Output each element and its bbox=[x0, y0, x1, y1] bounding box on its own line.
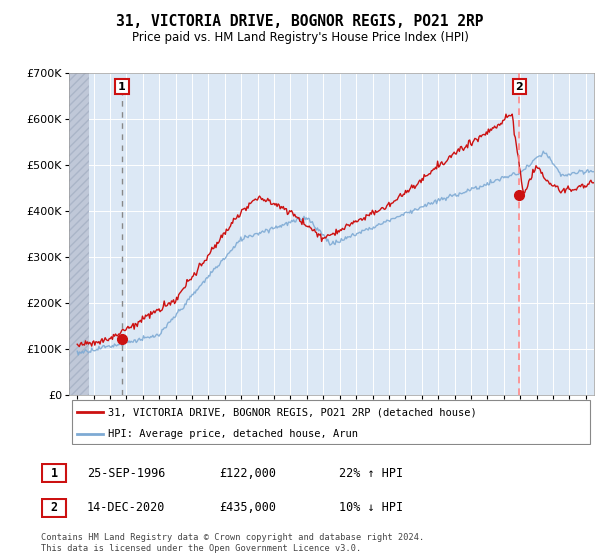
Text: 31, VICTORIA DRIVE, BOGNOR REGIS, PO21 2RP (detached house): 31, VICTORIA DRIVE, BOGNOR REGIS, PO21 2… bbox=[109, 407, 477, 417]
Text: £122,000: £122,000 bbox=[219, 466, 276, 480]
Text: 31, VICTORIA DRIVE, BOGNOR REGIS, PO21 2RP: 31, VICTORIA DRIVE, BOGNOR REGIS, PO21 2… bbox=[116, 14, 484, 29]
Text: HPI: Average price, detached house, Arun: HPI: Average price, detached house, Arun bbox=[109, 429, 358, 438]
Text: 22% ↑ HPI: 22% ↑ HPI bbox=[339, 466, 403, 480]
Text: Price paid vs. HM Land Registry's House Price Index (HPI): Price paid vs. HM Land Registry's House … bbox=[131, 31, 469, 44]
Text: 14-DEC-2020: 14-DEC-2020 bbox=[87, 501, 166, 515]
FancyBboxPatch shape bbox=[71, 400, 590, 444]
Text: Contains HM Land Registry data © Crown copyright and database right 2024.
This d: Contains HM Land Registry data © Crown c… bbox=[41, 533, 424, 553]
FancyBboxPatch shape bbox=[42, 499, 67, 517]
Bar bbox=[69, 73, 89, 395]
Text: 1: 1 bbox=[51, 466, 58, 480]
Text: 10% ↓ HPI: 10% ↓ HPI bbox=[339, 501, 403, 515]
Text: 1: 1 bbox=[118, 82, 126, 92]
Text: 2: 2 bbox=[515, 82, 523, 92]
Text: 25-SEP-1996: 25-SEP-1996 bbox=[87, 466, 166, 480]
Text: 2: 2 bbox=[51, 501, 58, 515]
FancyBboxPatch shape bbox=[42, 464, 67, 482]
Text: £435,000: £435,000 bbox=[219, 501, 276, 515]
